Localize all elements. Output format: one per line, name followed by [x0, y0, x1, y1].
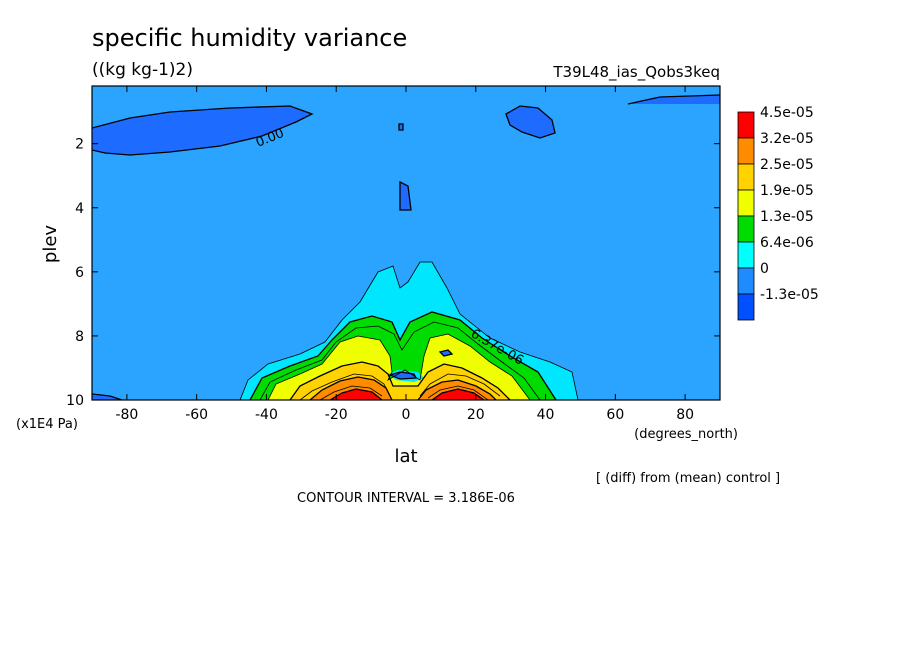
legend-label: 2.5e-05: [760, 157, 814, 173]
legend-label: 1.9e-05: [760, 183, 814, 199]
x-tick-label: 80: [676, 407, 694, 423]
negative-region-top-right: [628, 95, 720, 104]
legend-swatch: [737, 267, 755, 295]
plot-area: 0.00 6.37e-06: [92, 86, 720, 400]
contour-interval: CONTOUR INTERVAL = 3.186E-06: [297, 491, 515, 506]
contour-lines: [92, 94, 720, 400]
y-tick-label: 8: [75, 329, 84, 345]
negative-region-north: [506, 106, 555, 138]
y-tick-label: 6: [75, 265, 84, 281]
x-tick-label: -60: [185, 407, 208, 423]
x-axis-units: (degrees_north): [634, 427, 738, 442]
y-tick-label: 4: [75, 201, 84, 217]
diff-note: [ (diff) from (mean) control ]: [596, 471, 780, 486]
legend-swatch: [737, 163, 755, 191]
chart-title: specific humidity variance: [92, 24, 407, 52]
negative-region-south: [92, 106, 312, 155]
legend-swatch: [737, 111, 755, 139]
legend-swatch: [737, 241, 755, 269]
y-axis-units: (x1E4 Pa): [16, 417, 78, 432]
band-4.5e-05-north: [432, 389, 484, 400]
legend-swatch: [737, 137, 755, 165]
x-tick-label: 20: [467, 407, 485, 423]
y-axis-label: plev: [40, 225, 61, 264]
legend-swatch: [737, 293, 755, 321]
negative-region-bottom-left: [92, 394, 122, 400]
legend-label: -1.3e-05: [760, 287, 819, 303]
chart-units: ((kg kg-1)2): [92, 60, 193, 80]
x-tick-label: -20: [325, 407, 348, 423]
legend-swatch: [737, 189, 755, 217]
negative-region-dot: [399, 124, 403, 130]
legend-label: 6.4e-06: [760, 235, 814, 251]
legend-label: 0: [760, 261, 769, 277]
x-tick-label: 40: [537, 407, 555, 423]
color-legend: 4.5e-05 3.2e-05 2.5e-05 1.9e-05 1.3e-05 6.4e-…: [737, 105, 819, 321]
legend-label: 4.5e-05: [760, 105, 814, 121]
legend-label: 3.2e-05: [760, 131, 814, 147]
x-tick-label: 60: [606, 407, 624, 423]
y-tick-label: 2: [75, 137, 84, 153]
x-axis-label: lat: [394, 446, 417, 467]
legend-label: 1.3e-05: [760, 209, 814, 225]
x-axis: -80 -60 -40 -20 0 20 40 60 80: [115, 86, 694, 423]
legend-swatch: [737, 215, 755, 243]
y-tick-label: 10: [66, 393, 84, 409]
x-tick-label: -40: [255, 407, 278, 423]
run-label: T39L48_ias_Qobs3keq: [552, 63, 720, 82]
x-tick-label: -80: [115, 407, 138, 423]
x-tick-label: 0: [402, 407, 411, 423]
y-axis: 2 4 6 8 10: [66, 137, 720, 409]
